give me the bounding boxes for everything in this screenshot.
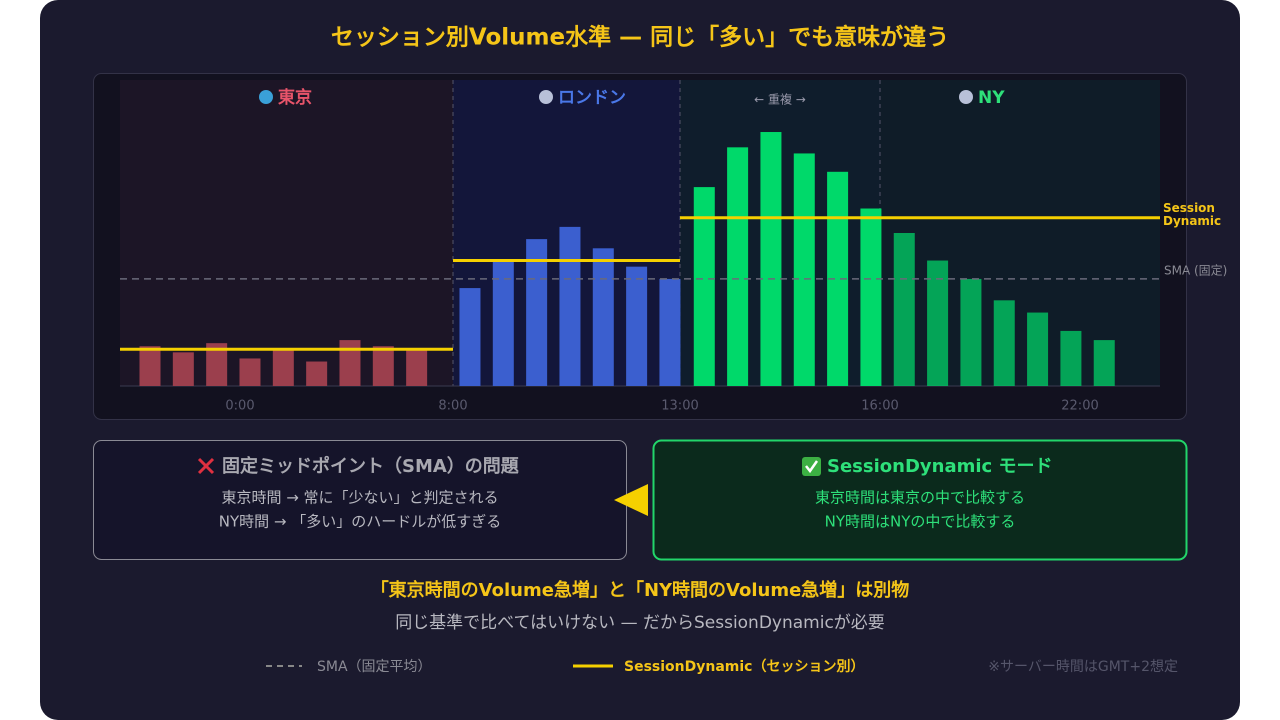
bar <box>406 349 428 386</box>
bar <box>492 260 514 386</box>
bar <box>1060 330 1082 386</box>
session-name: ロンドン <box>558 88 626 108</box>
panel-line: 東京時間 → 常に「少ない」と判定される <box>221 489 498 507</box>
legend-label: SMA（固定平均） <box>317 659 432 675</box>
bar <box>239 358 261 386</box>
bar <box>960 278 982 386</box>
session-icon <box>539 90 553 104</box>
chart: SMA (固定) Session Dynamic 東京 ロンドン NY ← 重複 → 0:0… <box>120 80 1227 414</box>
x-tick-label: 13:00 <box>661 399 698 414</box>
x-tick-label: 0:00 <box>225 399 254 414</box>
bar <box>727 147 749 386</box>
x-tick-label: 8:00 <box>438 399 467 414</box>
session-icon <box>259 90 273 104</box>
bar <box>306 361 328 386</box>
bar <box>139 346 161 386</box>
bar <box>760 132 782 386</box>
bar <box>827 171 849 386</box>
region-ny <box>880 80 1160 386</box>
panel-title: 固定ミッドポイント（SMA）の問題 <box>222 455 520 477</box>
panel-line: 東京時間は東京の中で比較する <box>815 489 1025 507</box>
bar <box>172 352 194 386</box>
bar <box>893 233 915 386</box>
title: セッション別Volume水準 — 同じ「多い」でも意味が違う <box>331 24 949 51</box>
legend-label: SessionDynamic（セッション別） <box>624 659 864 675</box>
bar <box>559 226 581 386</box>
bar <box>860 208 882 386</box>
bar <box>693 187 715 386</box>
session-level-label: Session Dynamic <box>1163 201 1222 228</box>
session-level-label-box: Session Dynamic <box>1163 201 1222 228</box>
bar <box>526 239 548 386</box>
bar <box>793 153 815 386</box>
bar <box>1093 340 1115 386</box>
bar <box>272 349 294 386</box>
legend-note: ※サーバー時間はGMT+2想定 <box>988 659 1178 675</box>
sma-label: SMA (固定) <box>1164 262 1227 277</box>
bar <box>659 278 681 386</box>
session-name: NY <box>978 88 1005 108</box>
panel-card <box>652 439 1188 561</box>
bar <box>1027 312 1049 386</box>
panel-line: NY時間 → 「多い」のハードルが低すぎる <box>219 513 502 531</box>
x-tick-label: 22:00 <box>1061 399 1098 414</box>
bar <box>206 343 228 386</box>
panel-title: SessionDynamic モード <box>827 456 1052 477</box>
overlap-annotation: ← 重複 → <box>754 92 806 107</box>
conclusion-headline: 「東京時間のVolume急増」と「NY時間のVolume急増」は別物 <box>371 579 910 601</box>
bar <box>993 300 1015 386</box>
session-name: 東京 <box>278 87 312 108</box>
session-icon <box>959 90 973 104</box>
bar <box>592 248 614 386</box>
bar <box>372 346 394 386</box>
conclusion-subline: 同じ基準で比べてはいけない — だからSessionDynamicが必要 <box>395 613 885 633</box>
bar <box>927 260 949 386</box>
bar <box>459 288 481 386</box>
cross-icon <box>197 457 215 475</box>
x-tick-label: 16:00 <box>861 399 898 414</box>
region-tokyo <box>120 80 453 386</box>
panel-line: NY時間はNYの中で比較する <box>825 513 1016 531</box>
arrow <box>614 484 648 516</box>
bar <box>339 340 361 386</box>
check-icon <box>802 457 821 476</box>
check-mark <box>805 460 819 474</box>
bar <box>626 266 648 386</box>
